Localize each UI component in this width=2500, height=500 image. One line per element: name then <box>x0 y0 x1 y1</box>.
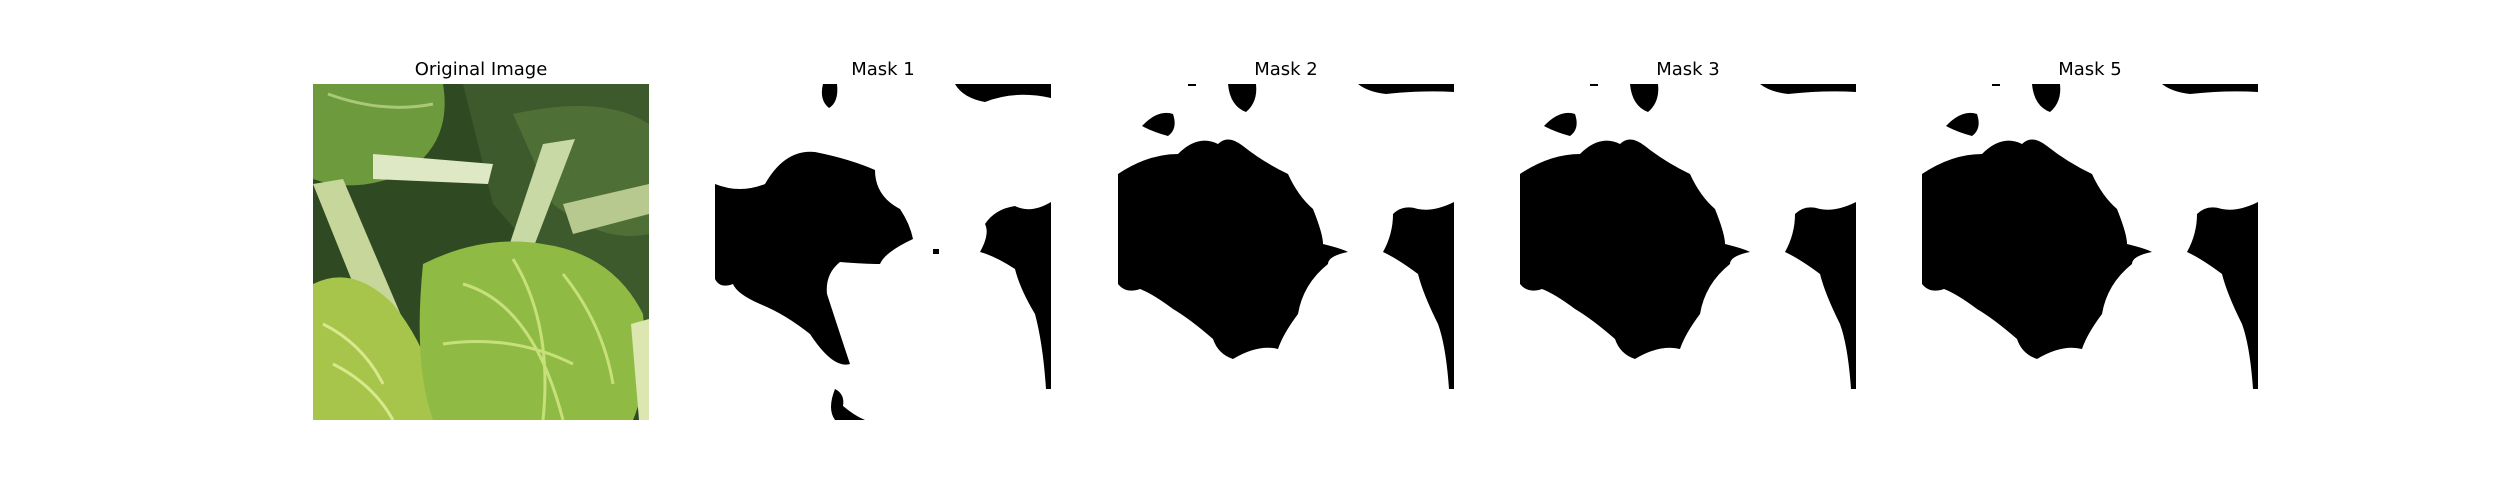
mask-image <box>1118 84 1454 420</box>
panel-title: Mask 5 <box>2058 59 2122 80</box>
original-image <box>313 84 649 420</box>
panel-mask-5: Mask 5 <box>1922 58 2258 420</box>
mask-image <box>1922 84 2258 420</box>
panel-title: Original Image <box>414 59 548 80</box>
mask-image <box>715 84 1051 420</box>
mask-image <box>1520 84 1856 420</box>
panel-title: Mask 3 <box>1656 59 1720 80</box>
panel-title: Mask 1 <box>851 59 915 80</box>
panel-title: Mask 2 <box>1254 59 1318 80</box>
panel-mask-2: Mask 2 <box>1118 58 1454 420</box>
panel-mask-3: Mask 3 <box>1520 58 1856 420</box>
panel-mask-1: Mask 1 <box>715 58 1051 420</box>
panel-original-image: Original Image <box>313 58 649 420</box>
